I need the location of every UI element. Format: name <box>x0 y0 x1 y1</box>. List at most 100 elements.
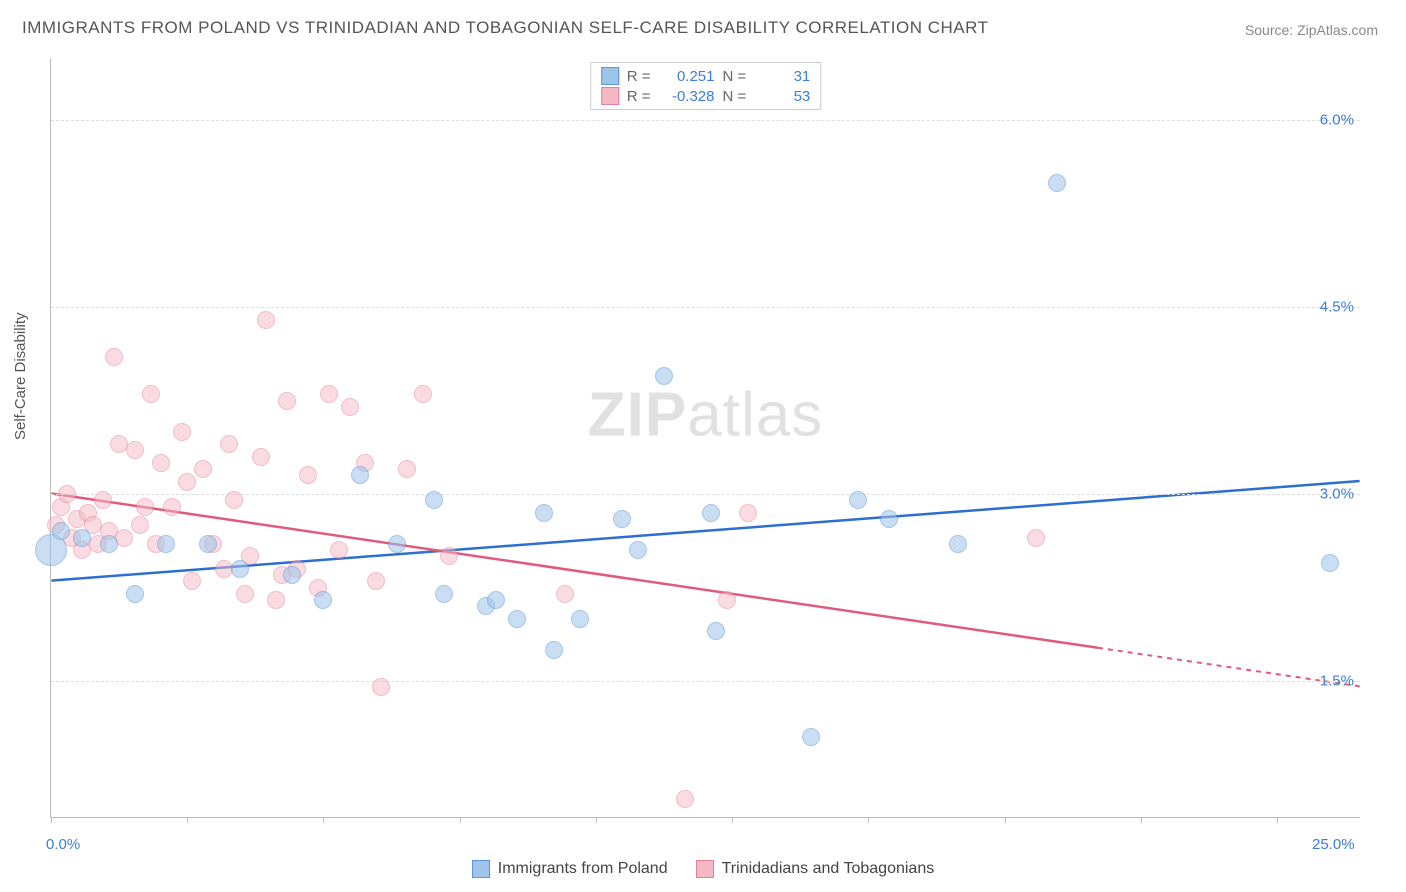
x-axis-min-label: 0.0% <box>46 836 80 853</box>
legend-swatch-tt <box>696 860 714 878</box>
x-tick-mark <box>868 817 869 823</box>
data-point-tt <box>257 311 275 329</box>
data-point-tt <box>225 491 243 509</box>
data-point-tt <box>330 541 348 559</box>
legend-item-poland: Immigrants from Poland <box>472 860 668 878</box>
data-point-tt <box>136 498 154 516</box>
x-axis-max-label: 25.0% <box>1312 836 1355 853</box>
r-value-tt: -0.328 <box>659 88 715 105</box>
y-axis-label: Self-Care Disability <box>12 312 29 440</box>
data-point-poland <box>880 510 898 528</box>
data-point-poland <box>535 504 553 522</box>
n-label: N = <box>723 68 747 85</box>
data-point-tt <box>94 491 112 509</box>
data-point-poland <box>1048 174 1066 192</box>
x-tick-mark <box>1141 817 1142 823</box>
data-point-poland <box>802 728 820 746</box>
data-point-tt <box>236 585 254 603</box>
x-tick-mark <box>1005 817 1006 823</box>
data-point-poland <box>351 466 369 484</box>
data-point-poland <box>231 560 249 578</box>
data-point-poland <box>613 510 631 528</box>
y-tick-label: 1.5% <box>1320 672 1354 689</box>
r-label: R = <box>627 68 651 85</box>
data-point-tt <box>178 473 196 491</box>
data-point-tt <box>220 435 238 453</box>
y-tick-label: 3.0% <box>1320 486 1354 503</box>
trend-lines <box>51 58 1360 817</box>
n-value-poland: 31 <box>754 68 810 85</box>
data-point-tt <box>320 385 338 403</box>
data-point-poland <box>571 610 589 628</box>
data-point-tt <box>676 790 694 808</box>
data-point-tt <box>718 591 736 609</box>
data-point-poland <box>388 535 406 553</box>
data-point-poland <box>707 622 725 640</box>
gridline <box>51 681 1360 682</box>
data-point-tt <box>163 498 181 516</box>
legend-item-tt: Trinidadians and Tobagonians <box>696 860 935 878</box>
gridline <box>51 120 1360 121</box>
data-point-poland <box>545 641 563 659</box>
legend-stat-row-tt: R = -0.328 N = 53 <box>601 87 811 105</box>
data-point-tt <box>252 448 270 466</box>
chart-plot-area: ZIPatlas R = 0.251 N = 31 R = -0.328 N = 53 1.5… <box>50 58 1360 818</box>
legend-series: Immigrants from Poland Trinidadians and T… <box>0 860 1406 878</box>
x-tick-mark <box>460 817 461 823</box>
data-point-tt <box>105 348 123 366</box>
data-point-poland <box>52 522 70 540</box>
source-credit: Source: ZipAtlas.com <box>1245 22 1378 38</box>
legend-label-poland: Immigrants from Poland <box>498 860 668 878</box>
data-point-tt <box>398 460 416 478</box>
r-value-poland: 0.251 <box>659 68 715 85</box>
data-point-tt <box>372 678 390 696</box>
data-point-tt <box>556 585 574 603</box>
n-value-tt: 53 <box>754 88 810 105</box>
data-point-tt <box>183 572 201 590</box>
data-point-tt <box>1027 529 1045 547</box>
x-tick-mark <box>187 817 188 823</box>
data-point-tt <box>367 572 385 590</box>
data-point-tt <box>58 485 76 503</box>
data-point-tt <box>152 454 170 472</box>
x-tick-mark <box>51 817 52 823</box>
watermark: ZIPatlas <box>588 379 823 450</box>
data-point-poland <box>199 535 217 553</box>
data-point-poland <box>949 535 967 553</box>
data-point-tt <box>115 529 133 547</box>
data-point-poland <box>487 591 505 609</box>
legend-label-tt: Trinidadians and Tobagonians <box>722 860 935 878</box>
n-label: N = <box>723 88 747 105</box>
data-point-tt <box>142 385 160 403</box>
data-point-poland <box>508 610 526 628</box>
legend-stats: R = 0.251 N = 31 R = -0.328 N = 53 <box>590 62 822 110</box>
y-tick-label: 6.0% <box>1320 112 1354 129</box>
data-point-tt <box>440 547 458 565</box>
gridline <box>51 307 1360 308</box>
data-point-poland <box>655 367 673 385</box>
legend-swatch-poland <box>601 67 619 85</box>
data-point-tt <box>126 441 144 459</box>
data-point-poland <box>1321 554 1339 572</box>
data-point-poland <box>702 504 720 522</box>
legend-stat-row-poland: R = 0.251 N = 31 <box>601 67 811 85</box>
data-point-tt <box>267 591 285 609</box>
chart-title: IMMIGRANTS FROM POLAND VS TRINIDADIAN AN… <box>22 18 989 38</box>
data-point-poland <box>283 566 301 584</box>
data-point-poland <box>100 535 118 553</box>
legend-swatch-poland <box>472 860 490 878</box>
data-point-tt <box>299 466 317 484</box>
data-point-poland <box>73 529 91 547</box>
x-tick-mark <box>1277 817 1278 823</box>
r-label: R = <box>627 88 651 105</box>
data-point-poland <box>435 585 453 603</box>
data-point-poland <box>126 585 144 603</box>
x-tick-mark <box>596 817 597 823</box>
data-point-tt <box>194 460 212 478</box>
y-tick-label: 4.5% <box>1320 299 1354 316</box>
x-tick-mark <box>323 817 324 823</box>
data-point-poland <box>314 591 332 609</box>
data-point-tt <box>173 423 191 441</box>
x-tick-mark <box>732 817 733 823</box>
data-point-poland <box>629 541 647 559</box>
